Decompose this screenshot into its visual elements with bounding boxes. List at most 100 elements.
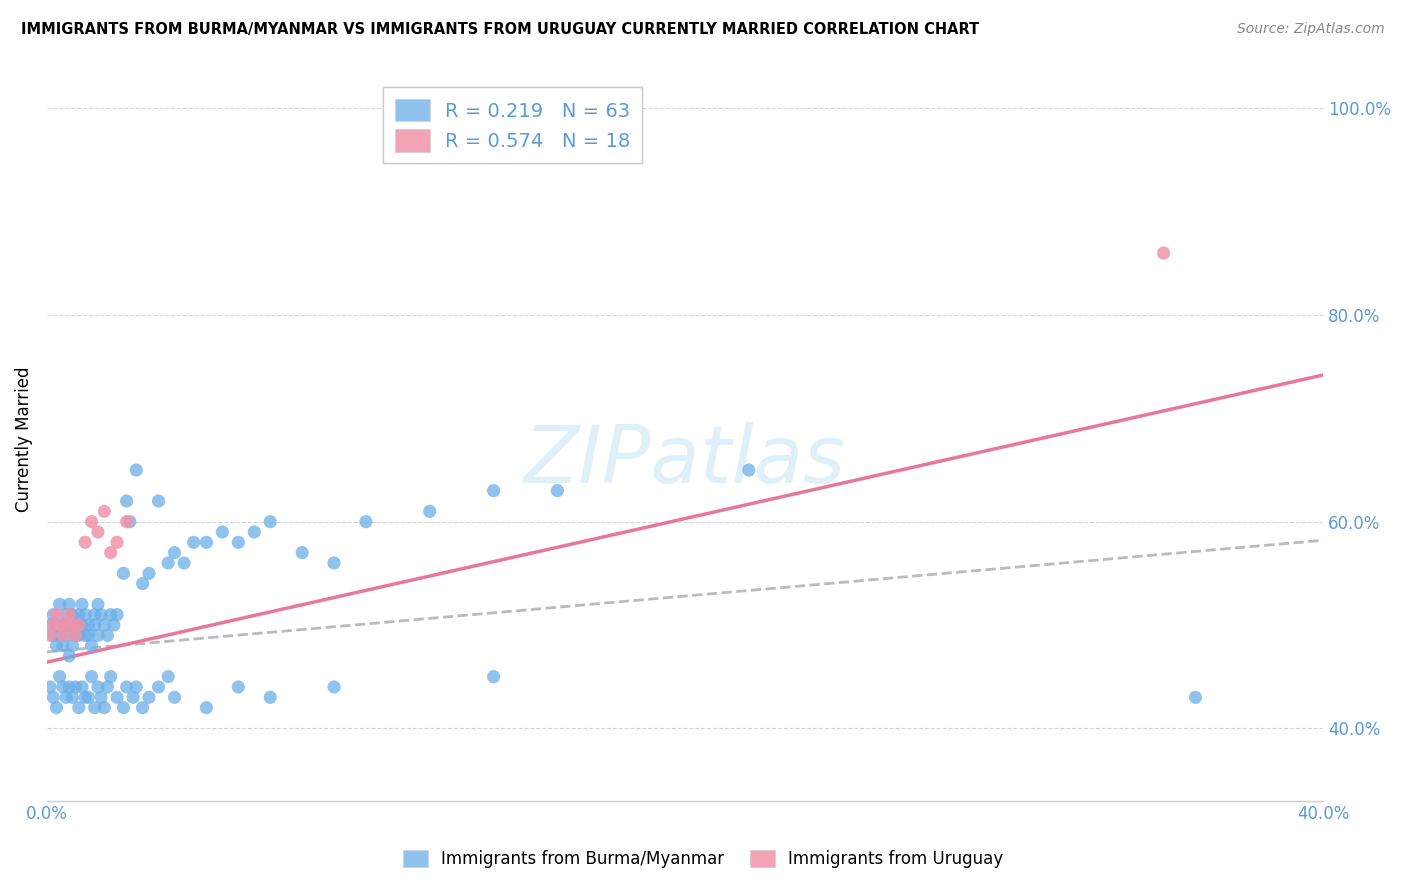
Point bbox=[163, 690, 186, 705]
Point bbox=[83, 607, 105, 622]
Point bbox=[80, 670, 103, 684]
Point bbox=[96, 680, 118, 694]
Point bbox=[87, 597, 110, 611]
Point bbox=[48, 670, 70, 684]
Point bbox=[42, 628, 65, 642]
Point bbox=[131, 576, 153, 591]
Point bbox=[148, 680, 170, 694]
Point bbox=[125, 463, 148, 477]
Point bbox=[228, 535, 250, 549]
Point bbox=[323, 680, 346, 694]
Point bbox=[87, 628, 110, 642]
Point bbox=[65, 680, 87, 694]
Point bbox=[482, 483, 505, 498]
Point bbox=[55, 628, 77, 642]
Point bbox=[323, 556, 346, 570]
Point bbox=[112, 700, 135, 714]
Text: Source: ZipAtlas.com: Source: ZipAtlas.com bbox=[1237, 22, 1385, 37]
Point bbox=[125, 680, 148, 694]
Point bbox=[65, 628, 87, 642]
Point bbox=[291, 546, 314, 560]
Point bbox=[42, 607, 65, 622]
Point bbox=[100, 546, 122, 560]
Point bbox=[70, 680, 93, 694]
Point bbox=[183, 535, 205, 549]
Point bbox=[138, 690, 160, 705]
Point bbox=[157, 670, 180, 684]
Point bbox=[80, 639, 103, 653]
Point bbox=[52, 639, 75, 653]
Point bbox=[96, 628, 118, 642]
Point bbox=[55, 607, 77, 622]
Point bbox=[70, 597, 93, 611]
Point bbox=[77, 690, 100, 705]
Point bbox=[1184, 690, 1206, 705]
Point bbox=[45, 700, 67, 714]
Point bbox=[67, 618, 90, 632]
Point bbox=[195, 535, 218, 549]
Legend: R = 0.219   N = 63, R = 0.574   N = 18: R = 0.219 N = 63, R = 0.574 N = 18 bbox=[384, 87, 643, 163]
Point bbox=[48, 628, 70, 642]
Point bbox=[259, 515, 281, 529]
Point bbox=[90, 607, 112, 622]
Point bbox=[67, 607, 90, 622]
Point bbox=[45, 639, 67, 653]
Point bbox=[75, 690, 97, 705]
Legend: Immigrants from Burma/Myanmar, Immigrants from Uruguay: Immigrants from Burma/Myanmar, Immigrant… bbox=[396, 843, 1010, 875]
Point bbox=[45, 618, 67, 632]
Point bbox=[115, 494, 138, 508]
Point bbox=[738, 463, 761, 477]
Point bbox=[105, 690, 128, 705]
Point bbox=[67, 700, 90, 714]
Point bbox=[131, 700, 153, 714]
Point bbox=[163, 546, 186, 560]
Point bbox=[58, 607, 80, 622]
Point bbox=[39, 628, 62, 642]
Point bbox=[52, 618, 75, 632]
Point bbox=[58, 680, 80, 694]
Point bbox=[75, 628, 97, 642]
Point bbox=[48, 597, 70, 611]
Point bbox=[67, 628, 90, 642]
Point bbox=[105, 535, 128, 549]
Point bbox=[65, 618, 87, 632]
Y-axis label: Currently Married: Currently Married bbox=[15, 367, 32, 512]
Point bbox=[93, 700, 115, 714]
Point bbox=[228, 680, 250, 694]
Point bbox=[80, 515, 103, 529]
Point bbox=[52, 628, 75, 642]
Point bbox=[45, 607, 67, 622]
Point bbox=[62, 618, 84, 632]
Point bbox=[157, 556, 180, 570]
Point bbox=[118, 515, 141, 529]
Point bbox=[83, 618, 105, 632]
Point bbox=[58, 648, 80, 663]
Point bbox=[419, 504, 441, 518]
Point bbox=[115, 680, 138, 694]
Point bbox=[546, 483, 568, 498]
Point bbox=[52, 680, 75, 694]
Point bbox=[173, 556, 195, 570]
Point bbox=[90, 690, 112, 705]
Point bbox=[354, 515, 377, 529]
Point bbox=[93, 504, 115, 518]
Point bbox=[55, 618, 77, 632]
Point bbox=[83, 700, 105, 714]
Point bbox=[42, 690, 65, 705]
Point bbox=[39, 618, 62, 632]
Point bbox=[62, 607, 84, 622]
Point bbox=[62, 618, 84, 632]
Point bbox=[75, 607, 97, 622]
Point bbox=[39, 680, 62, 694]
Point bbox=[42, 618, 65, 632]
Point bbox=[122, 690, 145, 705]
Point bbox=[138, 566, 160, 581]
Point bbox=[105, 607, 128, 622]
Point bbox=[103, 618, 125, 632]
Point bbox=[62, 690, 84, 705]
Point bbox=[259, 690, 281, 705]
Point bbox=[211, 524, 233, 539]
Point bbox=[112, 566, 135, 581]
Point bbox=[115, 515, 138, 529]
Point bbox=[93, 618, 115, 632]
